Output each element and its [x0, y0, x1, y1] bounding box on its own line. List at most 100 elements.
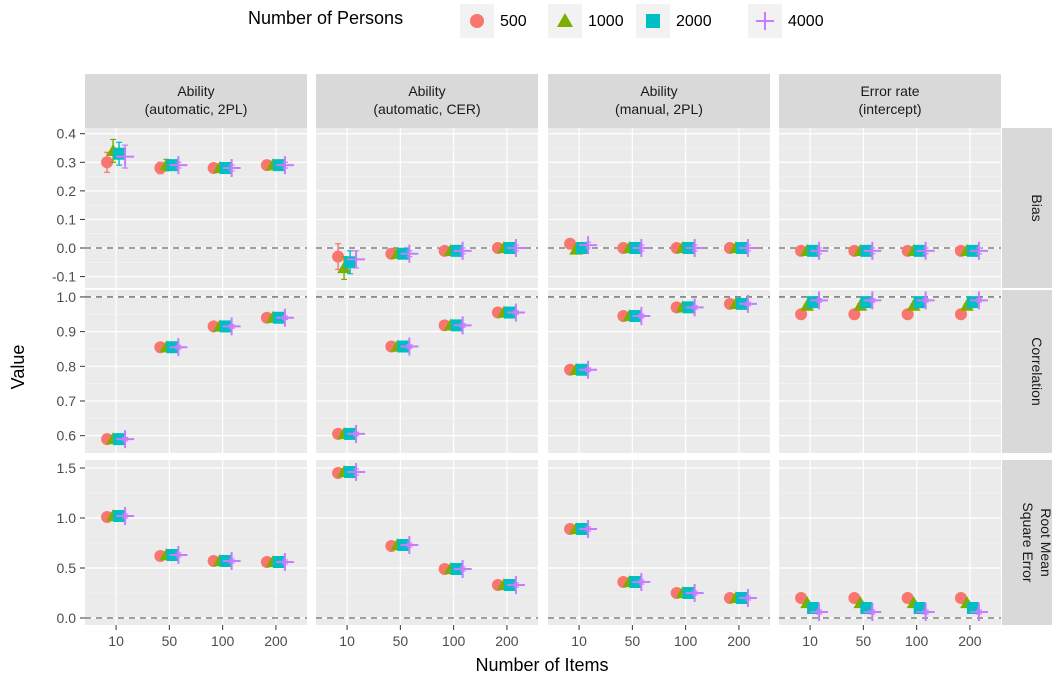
point-marker-plus: [275, 308, 294, 327]
point-4000-items-50: [400, 536, 419, 554]
y-tick-label: 0.8: [57, 358, 77, 374]
row-strip-bias: Bias: [1002, 128, 1052, 288]
strip-ability-automatic-2pl: Ability (automatic, 2PL): [85, 74, 307, 128]
point-marker-circle: [795, 308, 808, 321]
point-marker-circle: [564, 237, 577, 250]
point-marker-plus: [453, 241, 472, 260]
panel-bg: [85, 460, 307, 625]
strip-label: Ability (automatic, CER): [373, 83, 480, 117]
x-tick-label: 50: [162, 633, 178, 649]
point-marker-plus: [685, 584, 704, 602]
point-marker-plus: [400, 337, 419, 356]
panel-correlation-ability-manual-2pl: [548, 290, 770, 453]
point-4000-items-100: [453, 560, 472, 578]
point-marker-plus: [863, 603, 882, 621]
point-marker-plus: [400, 244, 419, 263]
legend-label: 500: [500, 13, 527, 30]
point-4000-items-200: [738, 294, 757, 313]
y-tick-label: 1.5: [57, 460, 77, 476]
panel-correlation-ability-automatic-cer: [316, 290, 538, 453]
point-marker-plus: [347, 424, 366, 443]
strip-bg: [316, 74, 538, 128]
point-4000-items-200: [506, 303, 525, 322]
row-strip-bg: [1002, 290, 1052, 453]
point-4000-items-50: [169, 156, 188, 175]
point-marker-plus: [347, 463, 366, 481]
point-marker-plus: [916, 241, 935, 260]
point-4000-items-200: [969, 291, 988, 310]
row-strip-label: Bias: [1029, 194, 1045, 221]
x-tick-label: 10: [339, 633, 355, 649]
point-4000-items-50: [400, 337, 419, 356]
strip-label: Error rate (intercept): [858, 83, 921, 117]
point-4000-items-50: [169, 338, 188, 357]
point-4000-items-100: [453, 241, 472, 260]
y-tick-label: 0.4: [57, 126, 77, 142]
y-tick-label: 0.6: [57, 428, 77, 444]
point-marker-square: [113, 147, 126, 160]
x-tick-label: 200: [495, 633, 519, 649]
panel-bias-ability-automatic-2pl: [85, 128, 307, 288]
point-marker-plus: [632, 307, 651, 326]
legend-label: 4000: [788, 13, 824, 30]
point-4000-items-200: [969, 241, 988, 260]
row-strip-bg: [1002, 460, 1052, 625]
x-tick-label: 50: [856, 633, 872, 649]
row-strip-label: Root MeanSquare Error: [1020, 502, 1054, 582]
point-marker-plus: [579, 360, 598, 379]
point-4000-items-200: [275, 156, 294, 175]
point-marker-circle: [901, 308, 914, 321]
point-4000-items-50: [400, 244, 419, 263]
x-axis-title: Number of Items: [475, 655, 608, 675]
legend-marker-triangle: [556, 12, 574, 28]
point-marker-plus: [579, 520, 598, 538]
y-tick-label: 0.9: [57, 324, 77, 340]
point-4000-items-10: [347, 250, 366, 269]
panel-root-mean-square-error-ability-automatic-2pl: [85, 460, 307, 625]
legend: Number of Persons 500 1000 2000 4000: [248, 4, 824, 38]
point-marker-square: [344, 256, 357, 269]
point-marker-plus: [685, 239, 704, 257]
point-4000-items-200: [738, 239, 757, 257]
point-marker-plus: [916, 291, 935, 310]
strip-label: Ability (manual, 2PL): [615, 83, 703, 117]
x-tick-label: 200: [727, 633, 751, 649]
point-4000-items-100: [222, 317, 241, 336]
y-tick-label: 1.0: [57, 510, 77, 526]
point-4000-items-200: [506, 239, 525, 257]
point-4000-items-100: [916, 291, 935, 310]
point-500-items-10: [795, 308, 808, 321]
point-marker-plus: [863, 291, 882, 310]
panel-root-mean-square-error-error-rate-intercept: [779, 460, 1001, 625]
point-4000-items-50: [863, 291, 882, 310]
strip-error-rate-intercept: Error rate (intercept): [779, 74, 1001, 128]
point-4000-items-50: [863, 603, 882, 621]
point-marker-plus: [632, 239, 651, 257]
point-4000-items-100: [222, 159, 241, 177]
point-marker-plus: [632, 573, 651, 591]
y-axis-title: Value: [8, 345, 28, 390]
strip-ability-manual-2pl: Ability (manual, 2PL): [548, 74, 770, 128]
point-marker-plus: [275, 553, 294, 571]
x-tick-label: 10: [108, 633, 124, 649]
panel-bias-error-rate-intercept: [779, 128, 1001, 288]
point-marker-circle: [332, 250, 345, 263]
row-strip-bg: [1002, 128, 1052, 288]
panel-root-mean-square-error-ability-manual-2pl: [548, 460, 770, 625]
point-4000-items-200: [969, 603, 988, 621]
legend-label: 2000: [676, 13, 712, 30]
point-marker-plus: [810, 241, 829, 260]
point-marker-plus: [685, 298, 704, 317]
point-4000-items-10: [810, 291, 829, 310]
x-tick-label: 100: [442, 633, 466, 649]
point-marker-plus: [579, 236, 598, 255]
point-4000-items-10: [579, 520, 598, 538]
point-500-items-200: [954, 308, 967, 321]
point-marker-plus: [969, 603, 988, 621]
x-tick-label: 50: [393, 633, 409, 649]
point-4000-items-50: [863, 241, 882, 260]
point-500-items-100: [901, 308, 914, 321]
point-marker-plus: [169, 156, 188, 175]
point-marker-plus: [347, 250, 366, 269]
point-marker-plus: [969, 291, 988, 310]
